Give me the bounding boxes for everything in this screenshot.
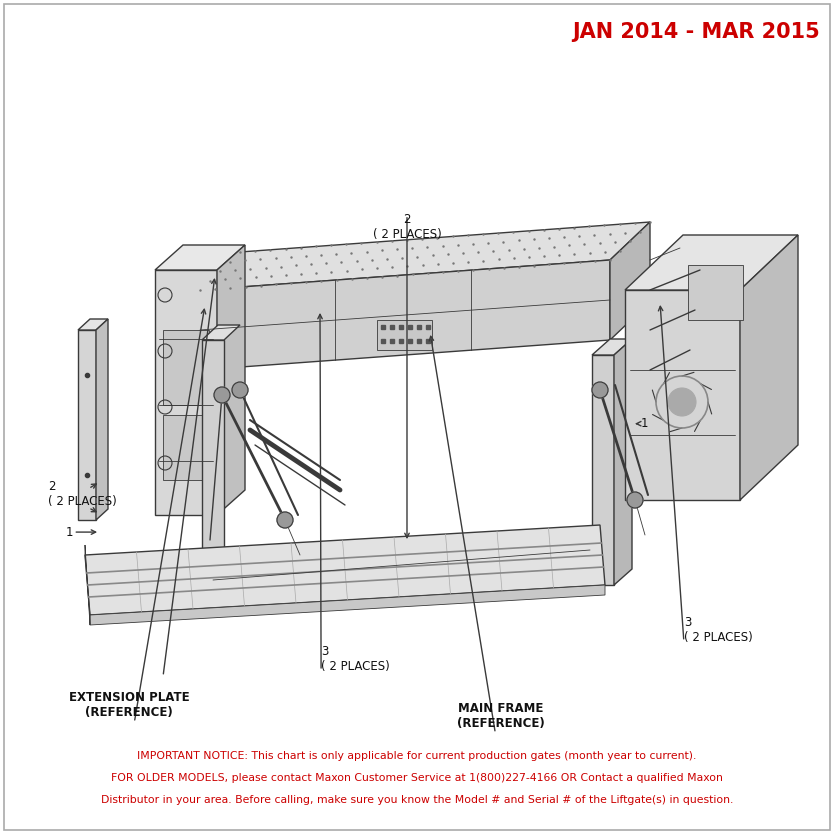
Polygon shape	[78, 330, 96, 520]
Polygon shape	[155, 270, 217, 515]
Polygon shape	[163, 330, 209, 405]
Polygon shape	[610, 222, 650, 340]
Polygon shape	[90, 585, 605, 625]
Polygon shape	[155, 245, 245, 270]
Polygon shape	[740, 235, 798, 500]
Circle shape	[592, 382, 608, 398]
Text: IMPORTANT NOTICE: This chart is only applicable for current production gates (mo: IMPORTANT NOTICE: This chart is only app…	[138, 751, 696, 761]
Polygon shape	[85, 525, 605, 615]
Polygon shape	[85, 545, 90, 625]
Text: 1: 1	[641, 417, 648, 430]
Circle shape	[277, 512, 293, 528]
Polygon shape	[200, 222, 650, 290]
Text: JAN 2014 - MAR 2015: JAN 2014 - MAR 2015	[572, 22, 820, 42]
Text: 3
( 2 PLACES): 3 ( 2 PLACES)	[684, 615, 752, 644]
Text: 2
( 2 PLACES): 2 ( 2 PLACES)	[373, 213, 441, 241]
Text: 1: 1	[66, 525, 73, 539]
Circle shape	[214, 387, 230, 403]
Text: FOR OLDER MODELS, please contact Maxon Customer Service at 1(800)227-4166 OR Con: FOR OLDER MODELS, please contact Maxon C…	[111, 773, 723, 783]
Circle shape	[668, 388, 696, 416]
Circle shape	[627, 492, 643, 508]
Polygon shape	[163, 415, 209, 480]
Polygon shape	[592, 339, 632, 355]
Polygon shape	[592, 355, 614, 585]
Polygon shape	[625, 290, 740, 500]
Polygon shape	[78, 319, 108, 330]
Circle shape	[232, 382, 248, 398]
Polygon shape	[614, 339, 632, 585]
Polygon shape	[96, 319, 108, 520]
Text: Distributor in your area. Before calling, make sure you know the Model # and Ser: Distributor in your area. Before calling…	[101, 795, 733, 805]
Polygon shape	[202, 325, 240, 340]
Text: EXTENSION PLATE
(REFERENCE): EXTENSION PLATE (REFERENCE)	[69, 691, 189, 719]
Text: MAIN FRAME
(REFERENCE): MAIN FRAME (REFERENCE)	[456, 701, 545, 730]
Polygon shape	[688, 265, 743, 320]
Polygon shape	[202, 340, 224, 580]
Polygon shape	[378, 320, 433, 350]
Polygon shape	[200, 260, 610, 370]
Polygon shape	[217, 245, 245, 515]
Polygon shape	[625, 235, 798, 290]
Text: 3
( 2 PLACES): 3 ( 2 PLACES)	[321, 645, 389, 673]
Text: 2
( 2 PLACES): 2 ( 2 PLACES)	[48, 480, 117, 508]
